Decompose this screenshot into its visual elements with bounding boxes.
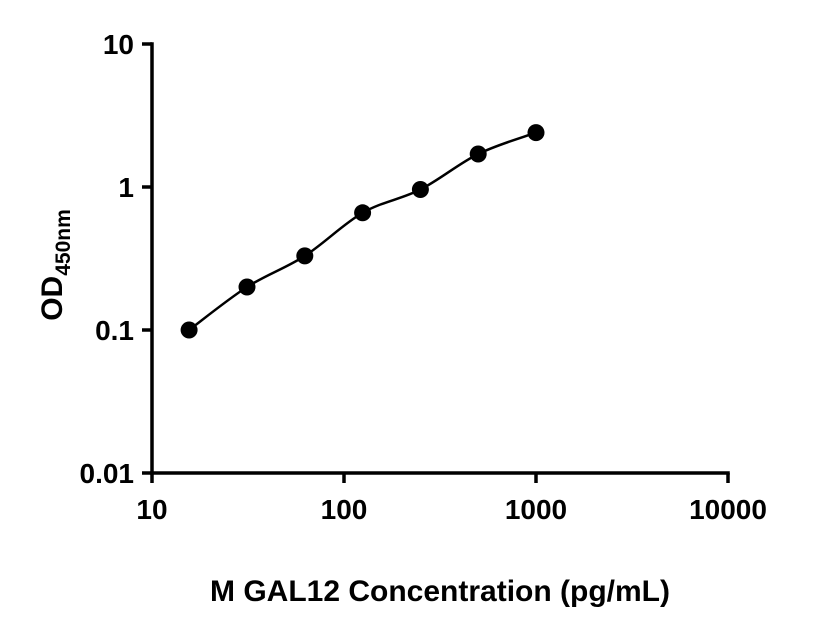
data-point-marker bbox=[296, 247, 314, 265]
y-axis-title-main: OD bbox=[36, 276, 69, 321]
data-point-marker bbox=[469, 145, 487, 163]
data-point-marker bbox=[527, 124, 545, 142]
standard-curve-line bbox=[188, 131, 537, 332]
y-tick-label: 0.1 bbox=[95, 315, 134, 346]
y-axis-title: OD450nm bbox=[36, 209, 75, 321]
y-tick-label: 0.01 bbox=[80, 458, 135, 489]
y-tick-label: 10 bbox=[103, 29, 134, 60]
data-point-marker bbox=[411, 181, 429, 198]
x-axis-title: M GAL12 Concentration (pg/mL) bbox=[210, 575, 670, 608]
y-tick-label: 1 bbox=[118, 172, 134, 203]
data-point-marker bbox=[180, 321, 198, 339]
plot-layer: 10 100 1000 10000 10 1 0.1 0.01 bbox=[80, 29, 767, 525]
x-tick-label: 10 bbox=[136, 494, 167, 525]
data-point-marker bbox=[354, 204, 372, 222]
y-axis-title-subscript: 450nm bbox=[52, 209, 75, 276]
x-tick-label: 10000 bbox=[689, 494, 767, 525]
data-point-marker bbox=[238, 278, 256, 296]
x-tick-label: 1000 bbox=[505, 494, 567, 525]
x-tick-label: 100 bbox=[321, 494, 368, 525]
